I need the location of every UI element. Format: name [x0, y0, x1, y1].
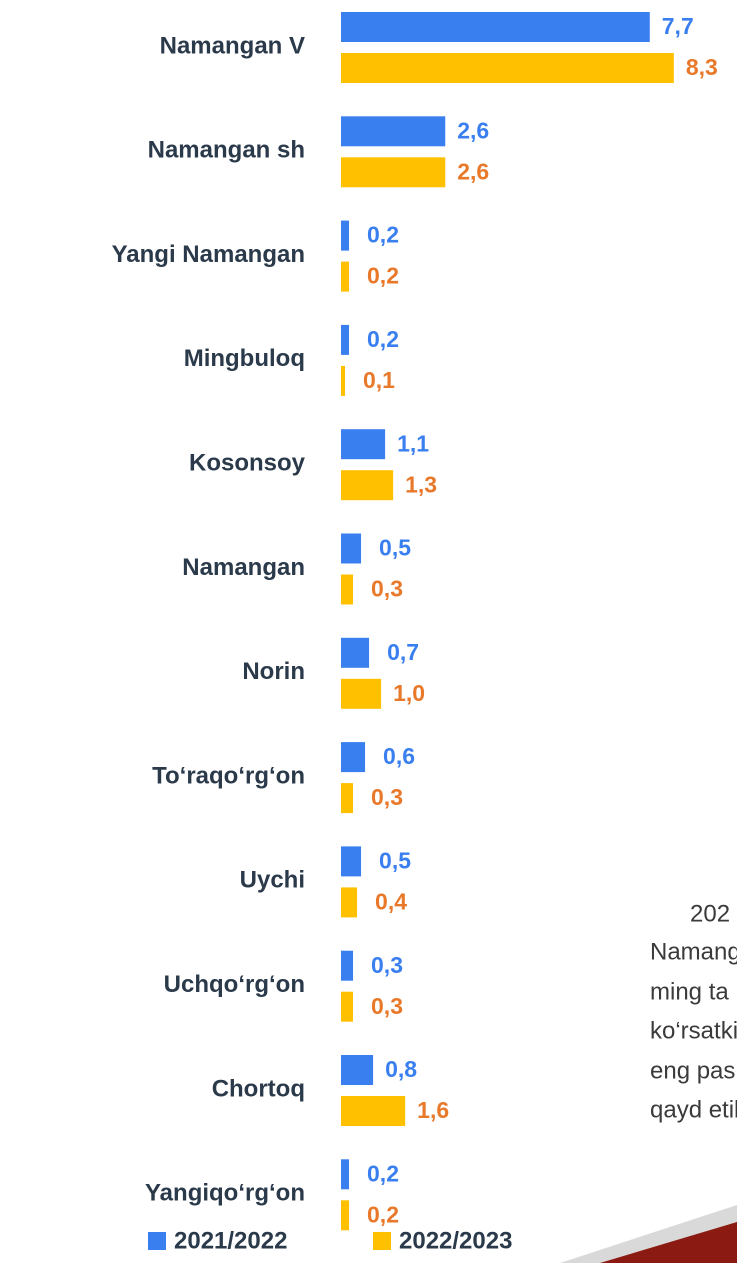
bar — [341, 574, 354, 605]
legend-label: 2022/2023 — [399, 1227, 512, 1254]
category-label: To‘raqo‘rg‘on — [152, 762, 305, 789]
value-label: 0,5 — [379, 847, 411, 873]
value-label: 0,2 — [367, 326, 399, 352]
annotation: qayd etil — [650, 1096, 737, 1123]
value-label: 1,1 — [397, 430, 429, 456]
category-label: Uychi — [240, 867, 305, 894]
value-label: 0,6 — [383, 743, 415, 769]
value-label: 0,2 — [367, 1201, 399, 1227]
value-label: 1,0 — [393, 680, 425, 706]
category-label: Kosonsoy — [189, 450, 306, 477]
bar — [341, 261, 350, 292]
bar — [341, 1159, 350, 1190]
legend-swatch — [373, 1232, 391, 1250]
annotation: ming ta — [650, 978, 729, 1005]
value-label: 2,6 — [457, 158, 489, 184]
value-label: 0,3 — [371, 576, 403, 602]
bar — [341, 1055, 374, 1085]
category-label: Uchqo‘rg‘on — [164, 971, 305, 998]
bar — [341, 887, 358, 918]
bar — [341, 157, 446, 188]
value-label: 0,3 — [371, 784, 403, 810]
bar — [341, 53, 674, 83]
bar — [341, 12, 650, 42]
value-label: 0,2 — [367, 222, 399, 248]
value-label: 0,1 — [363, 367, 395, 393]
bar — [341, 1200, 350, 1231]
bar — [341, 533, 362, 564]
value-label: 0,3 — [371, 993, 403, 1019]
legend-swatch — [148, 1232, 166, 1250]
category-label: Chortoq — [212, 1075, 305, 1102]
value-label: 0,8 — [385, 1056, 417, 1082]
value-label: 0,3 — [371, 952, 403, 978]
bar — [341, 678, 382, 709]
value-label: 0,7 — [387, 639, 419, 665]
category-label: Mingbuloq — [184, 345, 305, 372]
bar — [341, 950, 354, 981]
legend-label: 2021/2022 — [174, 1227, 287, 1254]
category-label: Yangiqo‘rg‘on — [145, 1180, 305, 1207]
value-label: 7,7 — [662, 13, 694, 39]
category-label: Namangan sh — [148, 137, 305, 164]
bar — [341, 220, 350, 251]
category-label: Norin — [242, 658, 305, 685]
bar — [341, 365, 346, 396]
bar — [341, 324, 350, 355]
bar — [341, 637, 370, 668]
category-label: Namangan — [182, 554, 305, 581]
bar — [341, 470, 394, 501]
value-label: 1,3 — [405, 471, 437, 497]
bar — [341, 1096, 406, 1126]
annotation: 202 — [690, 900, 730, 927]
value-label: 0,2 — [367, 1160, 399, 1186]
annotation: ko‘rsatki — [650, 1017, 737, 1044]
decoration — [600, 1222, 737, 1263]
annotation: Namang — [650, 938, 737, 965]
bar — [341, 742, 366, 773]
bar — [341, 991, 354, 1022]
value-label: 2,6 — [457, 117, 489, 143]
bar — [341, 116, 446, 147]
category-label: Namangan V — [160, 32, 305, 59]
annotation: eng pas — [650, 1057, 735, 1084]
value-label: 0,4 — [375, 888, 407, 914]
value-label: 0,5 — [379, 535, 411, 561]
value-label: 0,2 — [367, 263, 399, 289]
category-label: Yangi Namangan — [112, 241, 305, 268]
bar — [341, 429, 386, 460]
value-label: 1,6 — [417, 1097, 449, 1123]
bar — [341, 783, 354, 814]
bar — [341, 846, 362, 877]
value-label: 8,3 — [686, 54, 718, 80]
